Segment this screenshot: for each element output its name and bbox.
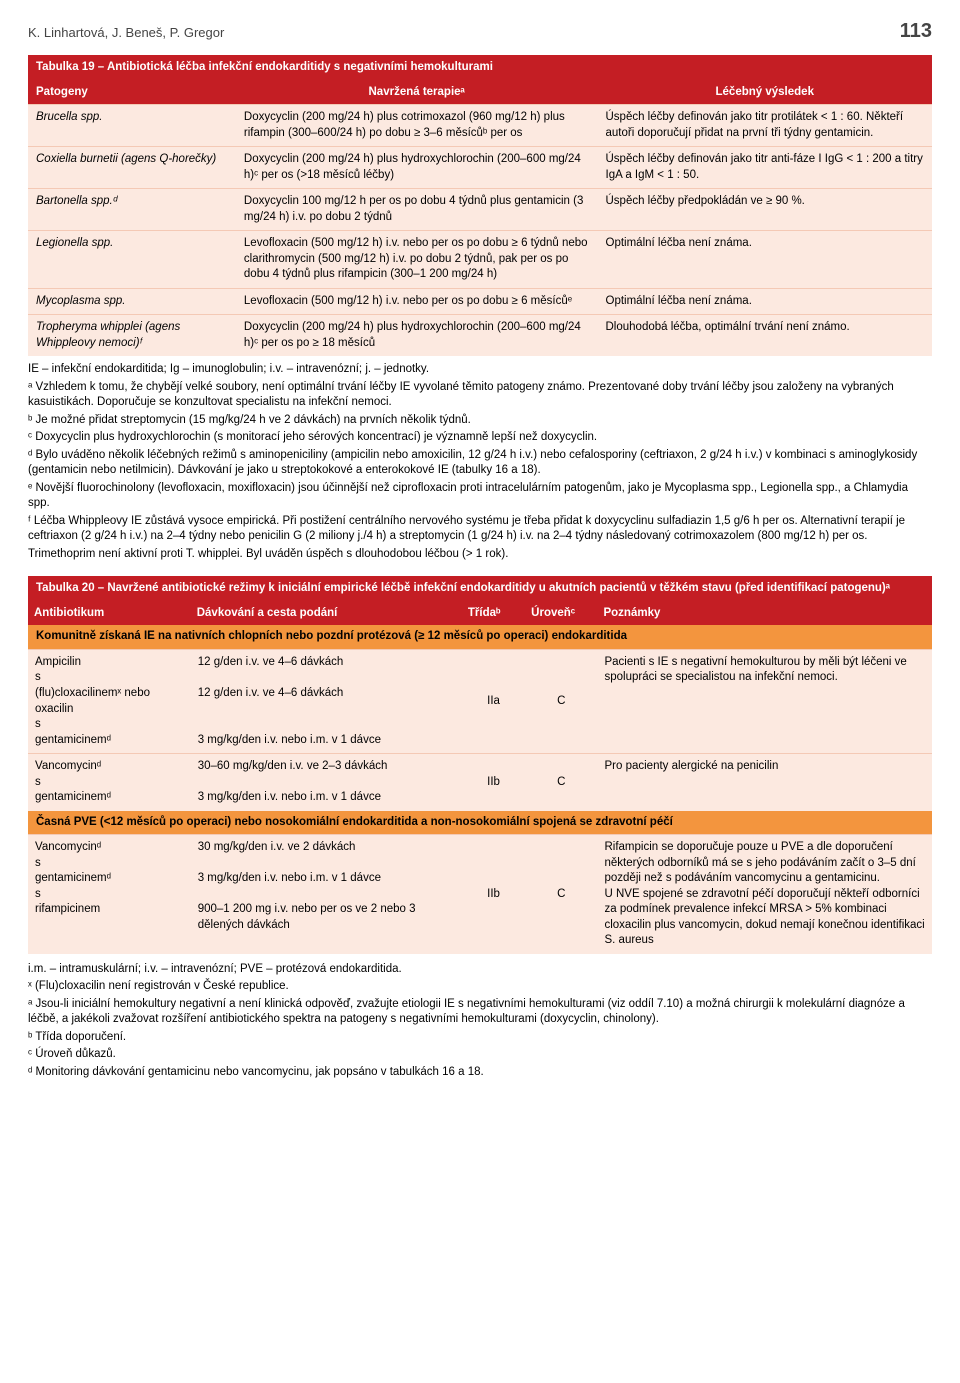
table-20: Tabulka 20 – Navržené antibiotické režim… (28, 576, 932, 953)
t20-head-dosage: Dávkování a cesta podání (191, 602, 462, 626)
antibiotic: Vancomycinᵈ s gentamicinemᵈ s rifampicin… (28, 835, 191, 954)
t20-head-notes: Poznámky (597, 602, 932, 626)
result: Úspěch léčby předpokládán ve ≥ 90 %. (598, 189, 933, 231)
therapy: Doxycyclin (200 mg/24 h) plus cotrimoxaz… (236, 105, 598, 147)
table-row: Ampicilin s (flu)cloxacilinemˣ nebo oxac… (28, 649, 932, 753)
notes: Pacienti s IE s negativní hemokulturou b… (597, 649, 932, 753)
t20-head-level: Úroveňᶜ (525, 602, 597, 626)
footnote: ˣ (Flu)cloxacilin není registrován v Čes… (28, 979, 932, 995)
pathogen: Coxiella burnetii (agens Q-horečky) (36, 153, 216, 165)
class: IIa (462, 649, 525, 753)
footnote: ᵇ Je možné přidat streptomycin (15 mg/kg… (28, 413, 932, 429)
authors: K. Linhartová, J. Beneš, P. Gregor (28, 24, 224, 42)
pathogen: Bartonella spp.ᵈ (36, 195, 117, 207)
footnote: ᵈ Monitoring dávkování gentamicinu nebo … (28, 1065, 932, 1081)
footnote: ᵈ Bylo uváděno několik léčebných režimů … (28, 448, 932, 479)
dosage: 30–60 mg/kg/den i.v. ve 2–3 dávkách 3 mg… (191, 754, 462, 811)
level: C (525, 835, 597, 954)
pathogen: Legionella spp. (36, 237, 113, 249)
table-row: Brucella spp. Doxycyclin (200 mg/24 h) p… (28, 105, 932, 147)
antibiotic: Ampicilin s (flu)cloxacilinemˣ nebo oxac… (28, 649, 191, 753)
therapy: Levofloxacin (500 mg/12 h) i.v. nebo per… (236, 231, 598, 289)
t20-head-antibiotic: Antibiotikum (28, 602, 191, 626)
therapy: Levofloxacin (500 mg/12 h) i.v. nebo per… (236, 288, 598, 315)
dosage: 30 mg/kg/den i.v. ve 2 dávkách 3 mg/kg/d… (191, 835, 462, 954)
footnote: ᵇ Třída doporučení. (28, 1030, 932, 1046)
t19-footnotes: IE – infekční endokarditida; Ig – imunog… (28, 362, 932, 562)
t19-title: Tabulka 19 – Antibiotická léčba infekční… (28, 55, 932, 81)
t20-section: Časná PVE (<12 měsíců po operaci) nebo n… (28, 811, 932, 835)
t20-footnotes: i.m. – intramuskulární; i.v. – intravenó… (28, 962, 932, 1081)
pathogen: Tropheryma whipplei (agens Whippleovy ne… (36, 321, 180, 349)
table-row: Bartonella spp.ᵈ Doxycyclin 100 mg/12 h … (28, 189, 932, 231)
result: Úspěch léčby definován jako titr anti-fá… (598, 147, 933, 189)
footnote: ᵃ Jsou-li iniciální hemokultury negativn… (28, 997, 932, 1028)
t19-head-therapy: Navržená terapieᵃ (236, 81, 598, 105)
table-row: Mycoplasma spp. Levofloxacin (500 mg/12 … (28, 288, 932, 315)
table-row: Tropheryma whipplei (agens Whippleovy ne… (28, 315, 932, 357)
t19-head-result: Léčebný výsledek (598, 81, 933, 105)
footnote: ᵉ Novější fluorochinolony (levofloxacin,… (28, 481, 932, 512)
footnote: ᶜ Doxycyclin plus hydroxychlorochin (s m… (28, 430, 932, 446)
pathogen: Mycoplasma spp. (36, 295, 125, 307)
antibiotic: Vancomycinᵈ s gentamicinemᵈ (28, 754, 191, 811)
footnote: Trimethoprim není aktivní proti T. whipp… (28, 547, 932, 563)
therapy: Doxycyclin (200 mg/24 h) plus hydroxychl… (236, 147, 598, 189)
footnote: ᶠ Léčba Whippleovy IE zůstává vysoce emp… (28, 514, 932, 545)
result: Dlouhodobá léčba, optimální trvání není … (598, 315, 933, 357)
table-row: Vancomycinᵈ s gentamicinemᵈ s rifampicin… (28, 835, 932, 954)
table-19: Tabulka 19 – Antibiotická léčba infekční… (28, 55, 932, 356)
therapy: Doxycyclin 100 mg/12 h per os po dobu 4 … (236, 189, 598, 231)
dosage: 12 g/den i.v. ve 4–6 dávkách 12 g/den i.… (191, 649, 462, 753)
result: Úspěch léčby definován jako titr protilá… (598, 105, 933, 147)
page-number: 113 (900, 18, 932, 45)
table-row: Coxiella burnetii (agens Q-horečky) Doxy… (28, 147, 932, 189)
class: IIb (462, 835, 525, 954)
notes: Pro pacienty alergické na penicilin (597, 754, 932, 811)
t20-title: Tabulka 20 – Navržené antibiotické režim… (28, 576, 932, 602)
result: Optimální léčba není známa. (598, 288, 933, 315)
notes: Rifampicin se doporučuje pouze u PVE a d… (597, 835, 932, 954)
page-header: K. Linhartová, J. Beneš, P. Gregor 113 (28, 18, 932, 45)
footnote: ᶜ Úroveň důkazů. (28, 1047, 932, 1063)
table-row: Vancomycinᵈ s gentamicinemᵈ 30–60 mg/kg/… (28, 754, 932, 811)
table-row: Legionella spp. Levofloxacin (500 mg/12 … (28, 231, 932, 289)
pathogen: Brucella spp. (36, 111, 102, 123)
footnote: IE – infekční endokarditida; Ig – imunog… (28, 362, 932, 378)
footnote: i.m. – intramuskulární; i.v. – intravenó… (28, 962, 932, 978)
t19-head-pathogens: Patogeny (28, 81, 236, 105)
class: IIb (462, 754, 525, 811)
footnote: ᵃ Vzhledem k tomu, že chybějí velké soub… (28, 380, 932, 411)
result: Optimální léčba není známa. (598, 231, 933, 289)
level: C (525, 754, 597, 811)
therapy: Doxycyclin (200 mg/24 h) plus hydroxychl… (236, 315, 598, 357)
t20-head-class: Třídaᵇ (462, 602, 525, 626)
t20-section: Komunitně získaná IE na nativních chlopn… (28, 625, 932, 649)
level: C (525, 649, 597, 753)
